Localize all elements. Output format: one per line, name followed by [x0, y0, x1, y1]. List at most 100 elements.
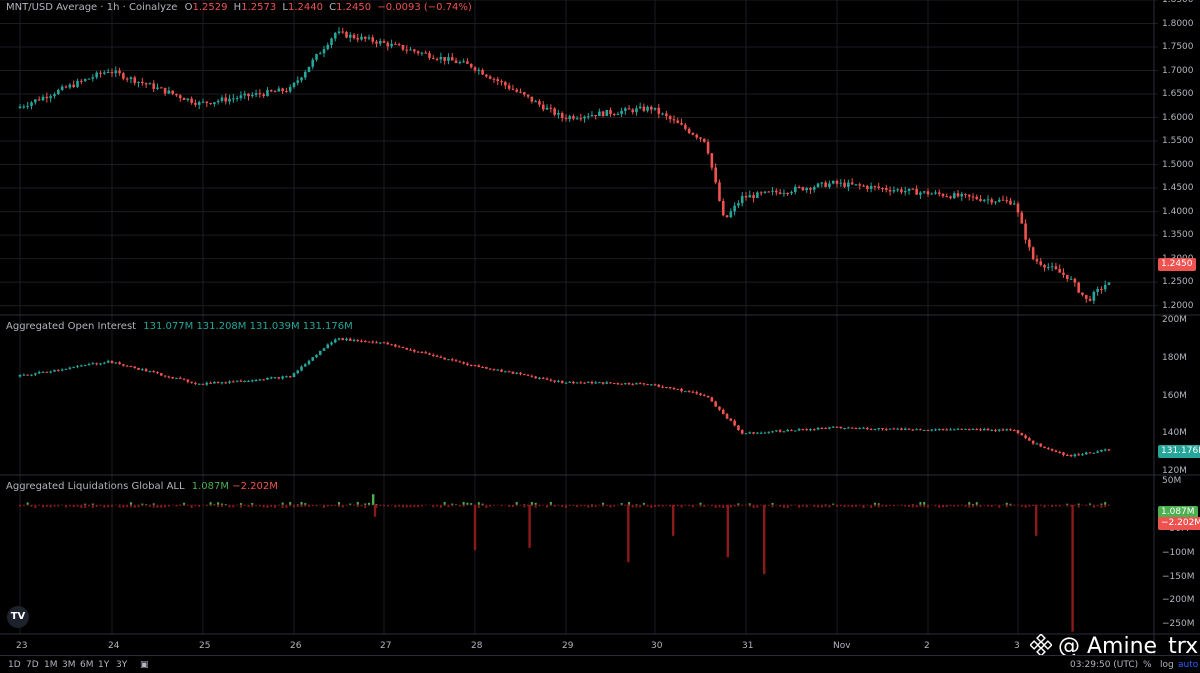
oi-candle-body [927, 430, 930, 431]
liq-long-bar [436, 505, 438, 507]
price-candle-body [646, 107, 649, 111]
oi-candle-body [639, 383, 642, 384]
price-candle-body [289, 87, 292, 91]
oi-candle-body [398, 346, 401, 347]
oi-candle-body [443, 358, 446, 360]
oi-candle-body [643, 383, 646, 384]
liq-long-bar [817, 505, 819, 508]
oi-candle-body [968, 429, 971, 430]
auto-toggle[interactable]: auto [1178, 660, 1198, 670]
price-candle-body [960, 194, 963, 197]
liq-spike-bar [727, 505, 729, 558]
price-candle-body [23, 106, 26, 107]
liq-long-bar [338, 505, 340, 507]
range-1y[interactable]: 1Y [98, 660, 109, 670]
oi-candle-body [137, 368, 140, 370]
range-3y[interactable]: 3Y [116, 660, 127, 670]
oi-candle-body [764, 433, 767, 434]
oi-candle-body [972, 429, 975, 430]
liq-long-bar [270, 505, 272, 507]
liq-tick-label: −150M [1162, 571, 1194, 583]
price-candle-body [881, 188, 884, 189]
liq-long-bar [485, 505, 487, 508]
liq-long-bar [572, 505, 574, 506]
range-1m[interactable]: 1M [44, 660, 58, 670]
liq-long-bar [821, 505, 823, 508]
price-candle-body [278, 88, 281, 91]
liq-long-bar [942, 505, 944, 508]
liq-long-bar [851, 505, 853, 507]
oi-candle-body [730, 419, 733, 421]
clock-time[interactable]: 03:29:50 (UTC) [1070, 660, 1138, 670]
price-candle-body [168, 91, 171, 94]
liq-long-bar [493, 505, 495, 506]
price-candle-body [534, 101, 537, 102]
liq-short-bar [251, 503, 253, 505]
price-candle-body [673, 119, 676, 120]
oi-candle-body [289, 376, 292, 377]
oi-candle-body [832, 427, 835, 428]
liq-long-bar [451, 505, 453, 506]
price-candle-body [137, 82, 140, 83]
liq-long-bar [813, 505, 815, 507]
price-candle-body [737, 203, 740, 205]
liq-long-bar [610, 505, 612, 508]
liq-long-bar [554, 505, 556, 507]
tradingview-logo-icon[interactable]: TV [7, 606, 29, 628]
price-candle-body [179, 95, 182, 98]
price-candle-body [251, 95, 254, 96]
liq-short-bar [470, 503, 472, 505]
price-candle-body [542, 105, 545, 110]
range-7d[interactable]: 7D [26, 660, 39, 670]
price-candle-body [975, 197, 978, 199]
liq-long-bar [904, 505, 906, 507]
liq-long-bar [1010, 505, 1012, 507]
range-1d[interactable]: 1D [8, 660, 21, 670]
liq-long-bar [1089, 505, 1091, 506]
oi-candle-body [519, 373, 522, 374]
change-value: −0.0093 (−0.74%) [377, 2, 472, 13]
range-6m[interactable]: 6M [80, 660, 94, 670]
oi-candle-body [118, 362, 121, 364]
price-candle-body [843, 183, 846, 187]
oi-candle-body [156, 372, 159, 373]
oi-candle-body [171, 377, 174, 378]
liq-short-bar [1100, 504, 1102, 505]
liq-long-bar [836, 505, 838, 507]
date-range-icon[interactable]: ▣ [140, 660, 149, 670]
liq-long-bar [538, 505, 540, 507]
liq-long-bar [297, 505, 299, 507]
oi-tick-label: 200M [1162, 314, 1187, 326]
price-candle-body [405, 50, 408, 51]
oi-candle-body [572, 382, 575, 383]
price-candle-body [477, 70, 480, 71]
oi-candle-body [126, 366, 129, 367]
oi-candle-body [315, 355, 318, 357]
price-candle-body [485, 75, 488, 77]
price-candle-body [345, 32, 348, 38]
percent-toggle[interactable]: % [1143, 660, 1152, 670]
log-toggle[interactable]: log [1160, 660, 1174, 670]
liq-short-bar [130, 502, 132, 505]
range-3m[interactable]: 3M [62, 660, 76, 670]
liq-long-bar [965, 505, 967, 507]
price-candle-body [133, 77, 136, 83]
liq-long-bar [1085, 505, 1087, 506]
liq-long-bar [263, 505, 265, 508]
price-candle-body [281, 88, 284, 91]
liq-long-bar [1028, 505, 1030, 507]
oi-candle-body [30, 375, 33, 376]
price-tick-label: 1.6500 [1162, 88, 1194, 100]
liq-long-bar [84, 505, 86, 508]
oi-candle-body [620, 384, 623, 385]
price-candle-body [149, 83, 152, 84]
oi-candle-body [851, 428, 854, 429]
liq-long-bar [323, 505, 325, 508]
price-tick-label: 1.4000 [1162, 206, 1194, 218]
oi-candle-body [111, 361, 114, 363]
price-candle-body [639, 107, 642, 109]
liq-short-bar [749, 503, 751, 504]
price-candle-body [474, 67, 477, 70]
liq-long-bar [516, 505, 518, 506]
